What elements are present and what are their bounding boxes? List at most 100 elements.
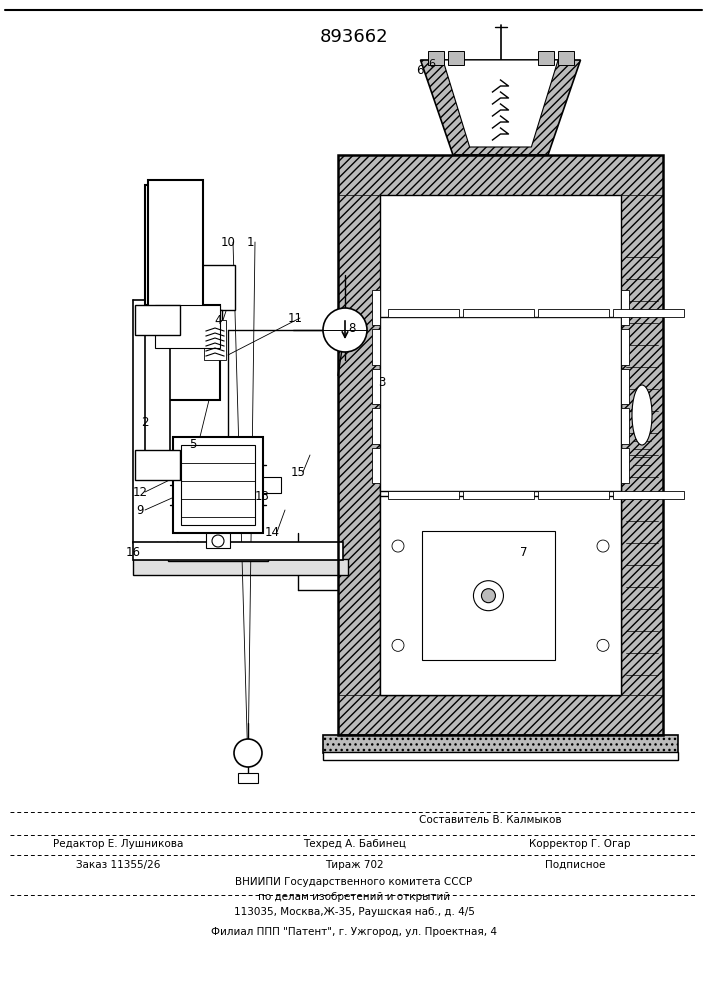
Text: 8: 8 bbox=[349, 322, 356, 334]
Bar bbox=[538, 309, 609, 317]
Bar bbox=[388, 491, 459, 499]
Text: 113035, Москва,Ж-35, Раушская наб., д. 4/5: 113035, Москва,Ж-35, Раушская наб., д. 4… bbox=[233, 907, 474, 917]
Ellipse shape bbox=[443, 63, 537, 81]
Bar bbox=[338, 155, 663, 735]
Bar bbox=[380, 195, 621, 695]
Bar bbox=[135, 450, 180, 480]
Text: 12: 12 bbox=[132, 486, 148, 498]
Bar bbox=[145, 305, 170, 480]
Bar bbox=[621, 369, 629, 404]
Bar bbox=[388, 309, 459, 317]
Text: 2: 2 bbox=[141, 416, 148, 428]
Bar bbox=[621, 290, 629, 325]
Bar bbox=[483, 81, 497, 91]
Ellipse shape bbox=[234, 739, 262, 767]
Text: 9: 9 bbox=[136, 504, 144, 516]
Ellipse shape bbox=[392, 639, 404, 651]
Text: Подписное: Подписное bbox=[545, 860, 605, 870]
Text: Составитель В. Калмыков: Составитель В. Калмыков bbox=[419, 815, 561, 825]
Bar bbox=[133, 559, 348, 575]
Ellipse shape bbox=[212, 535, 224, 547]
Text: 1: 1 bbox=[246, 235, 254, 248]
Bar bbox=[410, 670, 591, 695]
Bar bbox=[173, 437, 263, 533]
Bar bbox=[135, 305, 180, 335]
Bar bbox=[168, 547, 268, 561]
Bar bbox=[380, 496, 410, 695]
Text: 6: 6 bbox=[416, 64, 423, 77]
Text: 14: 14 bbox=[264, 526, 279, 538]
Bar bbox=[323, 735, 678, 753]
Bar bbox=[206, 533, 230, 548]
Text: Тираж 702: Тираж 702 bbox=[325, 860, 383, 870]
Text: 15: 15 bbox=[291, 466, 305, 479]
Text: 6: 6 bbox=[428, 59, 436, 69]
Text: по делам изобретений и открытий: по делам изобретений и открытий bbox=[258, 892, 450, 902]
Bar bbox=[591, 496, 621, 695]
Text: 893662: 893662 bbox=[320, 28, 388, 46]
Bar bbox=[380, 496, 621, 695]
Bar bbox=[621, 155, 663, 735]
Bar bbox=[380, 317, 410, 491]
Bar bbox=[148, 180, 203, 310]
Bar bbox=[591, 317, 621, 491]
Bar bbox=[380, 317, 621, 491]
Text: 3: 3 bbox=[378, 375, 386, 388]
Bar bbox=[537, 51, 554, 65]
Bar bbox=[338, 155, 380, 735]
Text: 13: 13 bbox=[255, 489, 269, 502]
Bar bbox=[448, 51, 464, 65]
Text: Техред А. Бабинец: Техред А. Бабинец bbox=[303, 839, 407, 849]
Ellipse shape bbox=[597, 540, 609, 552]
Ellipse shape bbox=[485, 67, 495, 77]
Bar bbox=[422, 531, 555, 660]
Bar bbox=[338, 695, 663, 735]
Bar bbox=[155, 305, 220, 400]
Polygon shape bbox=[421, 60, 580, 155]
Bar bbox=[538, 491, 609, 499]
Bar bbox=[338, 155, 663, 195]
Bar bbox=[485, 91, 495, 100]
Bar bbox=[372, 329, 380, 365]
Bar bbox=[372, 290, 380, 325]
Bar bbox=[613, 491, 684, 499]
Bar bbox=[428, 51, 443, 65]
Bar bbox=[181, 445, 255, 525]
Bar bbox=[621, 329, 629, 365]
Text: Корректор Г. Огар: Корректор Г. Огар bbox=[530, 839, 631, 849]
Ellipse shape bbox=[481, 589, 496, 603]
Text: Филиал ППП "Патент", г. Ужгород, ул. Проектная, 4: Филиал ППП "Патент", г. Ужгород, ул. Про… bbox=[211, 927, 497, 937]
Bar bbox=[372, 448, 380, 483]
Text: 16: 16 bbox=[126, 546, 141, 558]
Bar bbox=[621, 408, 629, 444]
Text: 11: 11 bbox=[288, 312, 303, 324]
Ellipse shape bbox=[597, 639, 609, 651]
Text: 10: 10 bbox=[221, 235, 235, 248]
Bar bbox=[463, 491, 534, 499]
Bar bbox=[558, 51, 573, 65]
Bar bbox=[204, 320, 226, 360]
Bar bbox=[323, 752, 678, 760]
Text: 5: 5 bbox=[189, 438, 197, 452]
Bar bbox=[621, 448, 629, 483]
Bar bbox=[463, 309, 534, 317]
Polygon shape bbox=[443, 60, 558, 147]
Bar bbox=[200, 265, 235, 310]
Ellipse shape bbox=[474, 581, 503, 611]
Bar bbox=[613, 309, 684, 317]
Bar bbox=[238, 773, 258, 783]
Ellipse shape bbox=[323, 308, 367, 352]
Text: ВНИИПИ Государственного комитета СССР: ВНИИПИ Государственного комитета СССР bbox=[235, 877, 472, 887]
Text: 4: 4 bbox=[214, 314, 222, 326]
Ellipse shape bbox=[632, 385, 652, 445]
Bar bbox=[155, 305, 220, 348]
Text: Редактор Е. Лушникова: Редактор Е. Лушникова bbox=[53, 839, 183, 849]
Text: Заказ 11355/26: Заказ 11355/26 bbox=[76, 860, 160, 870]
Ellipse shape bbox=[392, 540, 404, 552]
Bar bbox=[145, 185, 200, 305]
Bar bbox=[372, 408, 380, 444]
Bar bbox=[212, 310, 222, 330]
Text: 7: 7 bbox=[520, 546, 527, 558]
Bar bbox=[372, 369, 380, 404]
Bar bbox=[133, 542, 343, 560]
